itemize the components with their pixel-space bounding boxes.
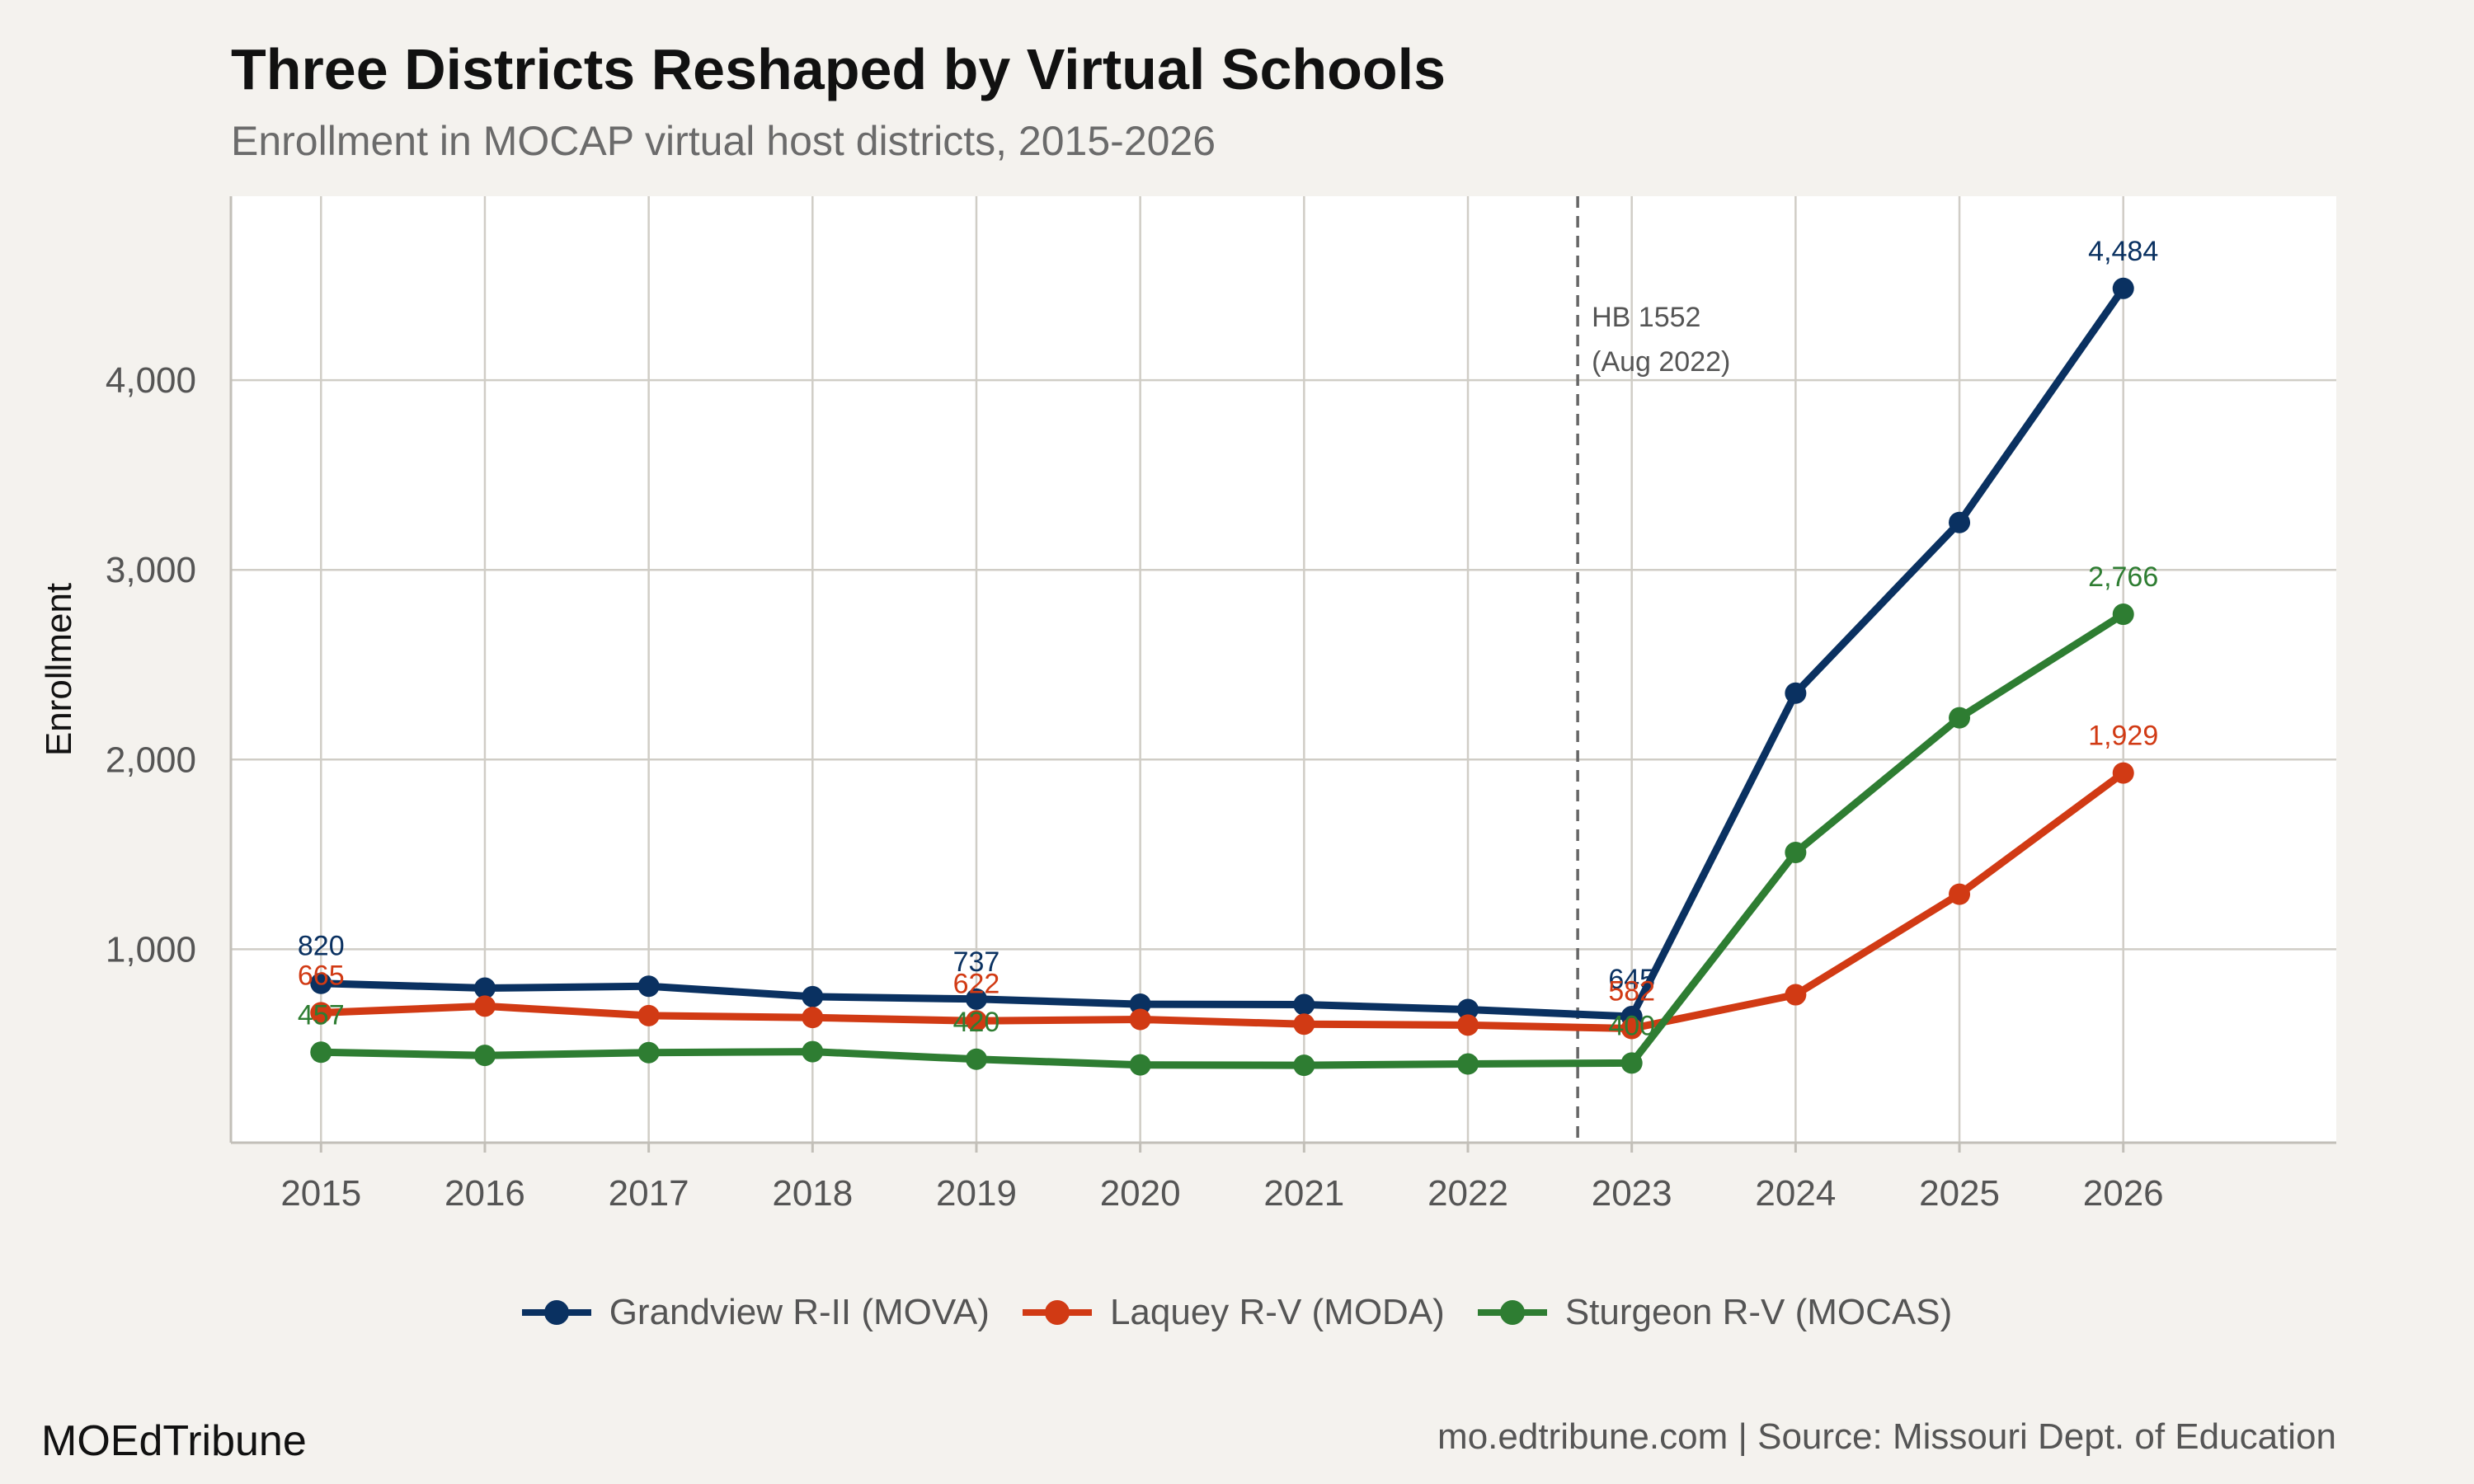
x-tick-label: 2015 [280, 1173, 361, 1214]
data-point [310, 1041, 332, 1064]
legend-key [1477, 1296, 1547, 1329]
data-point [1785, 842, 1807, 864]
data-label: 1,929 [2088, 721, 2158, 752]
data-point [802, 1007, 824, 1029]
data-point [2112, 277, 2134, 299]
x-tick-label: 2023 [1592, 1173, 1672, 1214]
data-point [802, 1040, 824, 1063]
data-point [965, 988, 987, 1010]
grid-lines [231, 196, 2336, 1143]
data-labels: 820 737 645 4,484 665 622 582 1,929 457 420 400 2,7… [298, 236, 2158, 1042]
data-point [1785, 984, 1807, 1006]
legend: Grandview R-II (MOVA) Laquey R-V (MODA) St… [0, 1292, 2474, 1333]
data-label: 737 [953, 946, 1000, 978]
data-point [637, 1041, 660, 1064]
x-tick-label: 2018 [772, 1173, 853, 1214]
data-point [1785, 682, 1807, 704]
data-label: 665 [298, 960, 345, 991]
data-point [1293, 1054, 1315, 1077]
series-line [317, 610, 2128, 1069]
legend-label: Grandview R-II (MOVA) [609, 1292, 990, 1332]
data-point [1620, 1017, 1643, 1040]
data-label: 622 [953, 968, 1000, 999]
data-label: 4,484 [2088, 236, 2158, 267]
data-point [310, 972, 332, 994]
data-point [2112, 762, 2134, 784]
data-point [1457, 1053, 1479, 1075]
data-label: 420 [953, 1007, 1000, 1038]
data-point [1293, 1013, 1315, 1036]
series-line [317, 284, 2128, 1021]
x-tick-label: 2026 [2083, 1173, 2164, 1214]
data-point [310, 1002, 332, 1024]
data-point [965, 1048, 987, 1070]
legend-item: Laquey R-V (MODA) [1022, 1292, 1445, 1333]
x-tick-label: 2022 [1427, 1173, 1508, 1214]
legend-item: Sturgeon R-V (MOCAS) [1477, 1292, 1953, 1333]
data-point [1293, 993, 1315, 1016]
x-tick-label: 2016 [444, 1173, 525, 1214]
x-tick-label: 2020 [1100, 1173, 1181, 1214]
annotation-text: HB 1552 [1592, 302, 1700, 333]
data-point [2112, 603, 2134, 626]
data-point [1949, 707, 1971, 729]
legend-label: Sturgeon R-V (MOCAS) [1564, 1292, 1953, 1332]
y-tick-label: 1,000 [106, 929, 196, 970]
series-line [317, 769, 2128, 1032]
data-point [1457, 998, 1479, 1021]
x-tick-label: 2017 [609, 1173, 689, 1214]
x-tick-label: 2025 [1919, 1173, 2000, 1214]
data-point [802, 985, 824, 1007]
y-tick-label: 4,000 [106, 360, 196, 401]
data-point [1949, 883, 1971, 905]
data-label: 400 [1608, 1010, 1655, 1041]
legend-label: Laquey R-V (MODA) [1109, 1292, 1445, 1332]
series-lines [310, 277, 2134, 1077]
data-point [1457, 1014, 1479, 1036]
legend-key [1022, 1296, 1092, 1329]
data-point [637, 975, 660, 998]
axes: 2015 2016 2017 2018 2019 2020 2021 2022 2023 2024… [106, 196, 2336, 1214]
chart-subtitle: Enrollment in MOCAP virtual host distric… [231, 118, 1216, 164]
data-label: 582 [1608, 976, 1655, 1007]
x-tick-label: 2024 [1755, 1173, 1836, 1214]
data-point [473, 977, 496, 999]
annotations: HB 1552 (Aug 2022) [1576, 196, 1730, 1143]
legend-item: Grandview R-II (MOVA) [521, 1292, 990, 1333]
brand-logo-text: MOEdTribune [41, 1417, 307, 1465]
data-label: 820 [298, 931, 345, 962]
plot-panel [231, 196, 2336, 1143]
data-point [1129, 1054, 1151, 1076]
data-point [1129, 1008, 1151, 1031]
legend-key [521, 1296, 591, 1329]
data-point [1949, 511, 1971, 533]
data-point [637, 1004, 660, 1026]
y-tick-label: 2,000 [106, 740, 196, 780]
data-label: 2,766 [2088, 561, 2158, 593]
data-point [473, 1045, 496, 1067]
data-point [473, 995, 496, 1017]
data-point [965, 1010, 987, 1032]
data-point [1620, 1052, 1643, 1074]
data-label: 457 [298, 999, 345, 1031]
chart-title: Three Districts Reshaped by Virtual Scho… [231, 37, 1446, 101]
annotation-text: (Aug 2022) [1592, 346, 1730, 378]
data-point [1129, 993, 1151, 1016]
data-label: 645 [1608, 964, 1655, 995]
y-tick-label: 3,000 [106, 550, 196, 590]
x-tick-label: 2019 [936, 1173, 1017, 1214]
y-axis-label: Enrollment [39, 583, 79, 756]
x-tick-label: 2021 [1263, 1173, 1344, 1214]
source-note: mo.edtribune.com | Source: Missouri Dept… [1437, 1416, 2336, 1457]
